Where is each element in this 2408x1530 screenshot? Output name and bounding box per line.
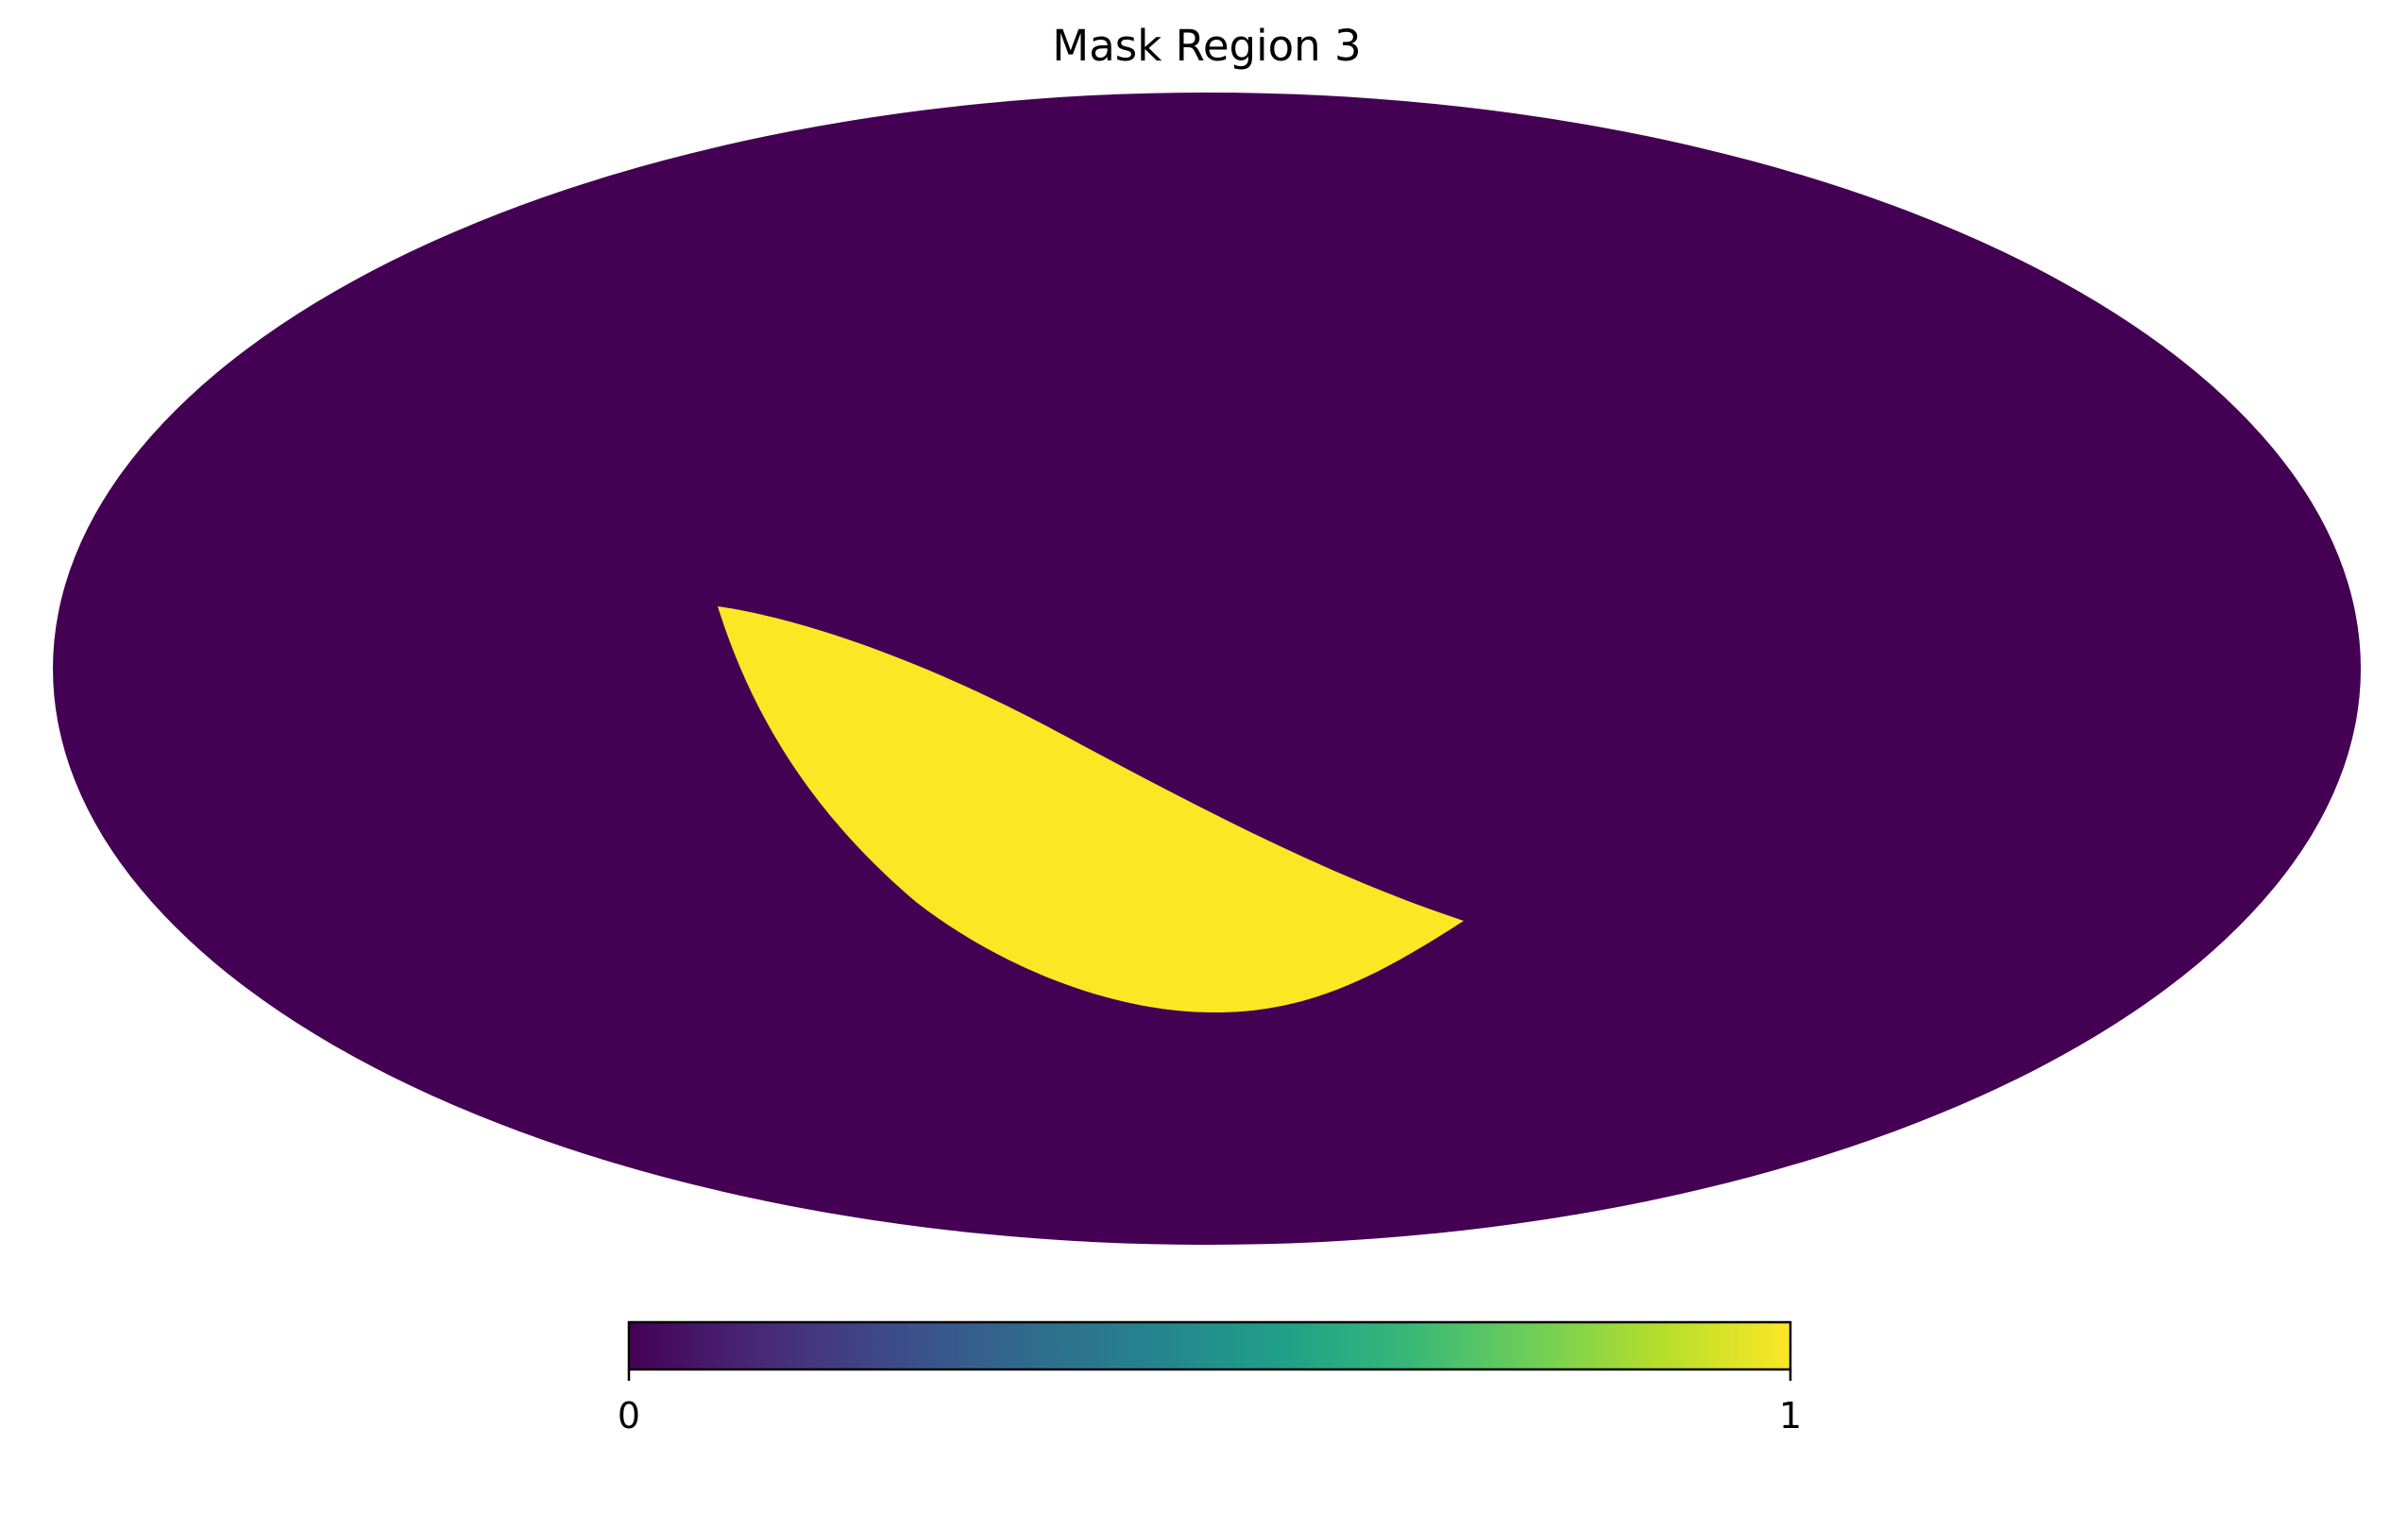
- colorbar-tick-label: 1: [1779, 1395, 1802, 1436]
- masked-region: [718, 606, 1464, 1012]
- chart-title: Mask Region 3: [1052, 21, 1361, 71]
- sky-map-background: [53, 93, 2361, 1245]
- colorbar-frame: [627, 1320, 1792, 1371]
- colorbar-fill: [629, 1322, 1790, 1369]
- colorbar-tick-label: 0: [618, 1395, 640, 1436]
